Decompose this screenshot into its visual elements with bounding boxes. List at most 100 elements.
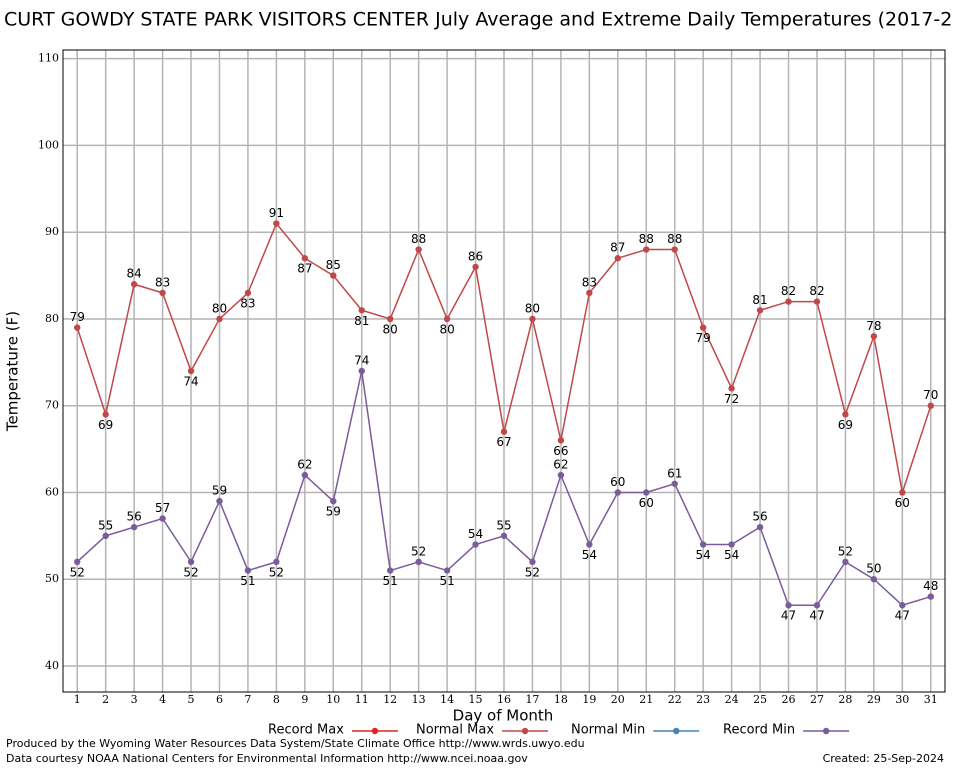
data-point [415,558,422,566]
data-point [927,402,934,409]
x-tick-label: 21 [639,693,653,706]
data-label: 59 [212,484,227,498]
x-tick-label: 31 [924,693,938,706]
data-point [244,567,252,574]
data-label: 78 [866,319,881,333]
x-tick-label: 4 [159,693,166,706]
x-tick-label: 23 [696,693,710,706]
data-point [870,576,878,583]
data-point [529,315,536,323]
x-tick-label: 22 [668,693,682,706]
data-label: 60 [610,475,625,489]
x-tick-label: 7 [244,693,251,706]
data-label: 51 [240,574,255,588]
data-label: 88 [639,232,654,246]
data-label: 66 [553,444,568,458]
x-tick-label: 16 [497,693,511,706]
data-point [330,272,337,279]
data-label: 54 [468,527,483,541]
data-label: 83 [155,275,170,289]
data-label: 51 [383,574,398,588]
data-label: 81 [752,293,767,307]
data-point [301,471,309,479]
data-point [500,532,508,540]
legend-marker [822,727,830,735]
data-label: 52 [70,565,85,579]
x-tick-label: 3 [131,693,138,706]
data-point [529,558,536,566]
data-point [699,324,707,331]
data-label: 82 [781,284,796,298]
y-tick-label: 60 [45,485,59,498]
data-label: 91 [269,206,284,220]
data-label: 80 [439,322,454,336]
data-point [159,289,166,297]
data-label: 55 [98,518,113,532]
data-point [273,558,280,566]
data-point [443,315,451,323]
data-label: 85 [326,258,341,272]
x-tick-label: 20 [611,693,625,706]
x-tick-label: 18 [554,693,568,706]
y-tick-label: 50 [45,572,59,585]
data-label: 60 [895,496,910,510]
data-label: 80 [383,322,398,336]
data-point [813,602,821,609]
data-label: 67 [496,435,511,449]
data-point [643,489,650,496]
data-label: 81 [354,314,369,328]
data-point [899,489,906,496]
data-label: 84 [126,267,141,281]
data-point [386,567,394,574]
data-label: 79 [70,310,85,324]
data-label: 61 [667,466,682,480]
data-point [102,411,109,418]
x-tick-label: 24 [725,693,739,706]
data-point [785,602,792,609]
y-tick-label: 90 [45,225,59,238]
data-label: 51 [439,574,454,588]
x-tick-label: 13 [412,693,426,706]
legend-marker [673,727,680,735]
x-tick-label: 29 [867,693,881,706]
data-label: 47 [809,609,824,623]
legend-marker [521,727,529,735]
data-point [472,263,479,271]
data-label: 52 [411,544,426,558]
created-date: Created: 25-Sep-2024 [823,752,944,765]
data-point [728,385,735,392]
data-point [330,497,337,505]
data-label: 87 [297,262,312,276]
data-label: 52 [525,565,540,579]
data-point [643,246,650,253]
data-label: 47 [781,609,796,623]
data-label: 80 [212,301,227,315]
data-point [557,437,565,444]
x-tick-label: 14 [440,693,454,706]
data-point [159,515,166,522]
data-point [358,367,365,375]
data-point [756,523,764,531]
x-tick-label: 26 [782,693,796,706]
x-tick-label: 10 [326,693,340,706]
data-point [244,289,252,297]
legend-marker [371,727,379,735]
data-point [699,541,707,548]
x-tick-label: 30 [895,693,909,706]
data-point [415,246,422,253]
x-tick-label: 28 [838,693,852,706]
data-point [927,593,934,600]
data-point [74,324,81,331]
data-label: 62 [553,458,568,472]
x-tick-label: 8 [273,693,280,706]
data-point [216,315,223,323]
data-point [785,298,792,305]
data-point [671,246,678,253]
data-point [472,541,479,548]
data-label: 74 [183,375,198,389]
footer-line: Data courtesy NOAA National Centers for … [6,752,528,765]
data-point [899,602,906,609]
data-point [187,558,195,566]
legend-label: Record Max [268,723,344,738]
